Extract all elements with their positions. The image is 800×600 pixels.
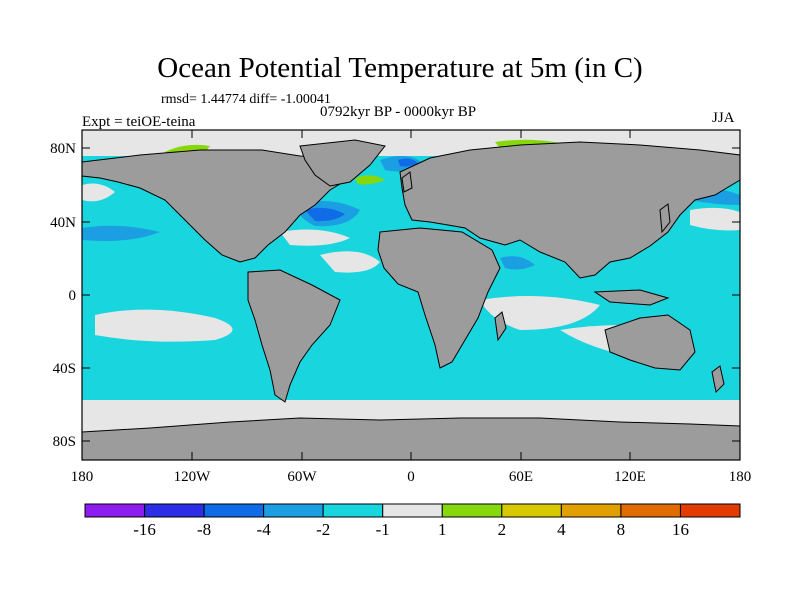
colorbar-box [84,503,146,518]
colorbar-box [560,503,622,518]
british-isles [401,171,413,193]
experiment-label: Expt = teiOE-teina [82,114,196,130]
colorbar-box [679,503,741,518]
colorbar-label: 1 [438,520,447,539]
australia [604,314,696,371]
lon-tick-label: 60E [509,469,533,485]
colorbar-box [620,503,681,518]
colorbar-label: -8 [197,520,211,539]
lat-tick-label: 40S [53,361,76,377]
madagascar [494,311,507,342]
colorbar-label: 16 [672,520,689,539]
landmass-group [81,139,741,461]
map-title: Ocean Potential Temperature at 5m (in C) [157,52,643,84]
lon-tick-label: 180 [71,469,94,485]
colorbar-label: -4 [257,520,272,539]
colorbar-box [441,503,503,518]
colorbar-label: -2 [316,520,330,539]
africa [377,227,501,369]
map-panel: 80N 40N 0 40S 80S 180 120W 60W 0 60E 120… [50,129,752,485]
greenland [299,139,386,187]
lon-tick-label: 120W [174,469,212,485]
colorbar-box [144,503,205,518]
tick-marks [81,130,741,460]
north-america [81,149,361,263]
indonesia [593,289,670,306]
season-label: JJA [712,110,735,126]
period-label: 0792kyr BP - 0000kyr BP [320,104,477,120]
new-zealand [711,365,725,394]
stats-label: rmsd= 1.44774 diff= -1.00041 [161,92,331,107]
colorbar-box [263,503,324,518]
colorbar-label: -1 [376,520,390,539]
colorbar-box [322,503,384,518]
lon-tick-labels: 180 120W 60W 0 60E 120E 180 [71,469,752,485]
lat-tick-label: 80N [50,141,76,157]
lon-tick-label: 120E [614,469,646,485]
lon-tick-label: 60W [287,469,317,485]
lat-tick-label: 0 [69,288,77,304]
lat-tick-label: 80S [53,434,76,450]
colorbar-box [203,503,265,518]
lat-tick-label: 40N [50,215,76,231]
colorbar-labels: -16 -8 -4 -2 -1 1 2 4 8 16 [133,520,689,539]
eurasia [399,141,741,279]
colorbar-label: 4 [557,520,566,539]
japan [659,203,671,234]
strong-negative-zones [305,158,418,222]
lat-tick-labels: 80N 40N 0 40S 80S [50,141,76,450]
colorbar-label: -16 [133,520,156,539]
colorbar-label: 8 [617,520,626,539]
colorbar-boxes [84,503,741,518]
south-america [247,269,341,403]
colorbar: -16 -8 -4 -2 -1 1 2 4 8 16 [84,503,741,539]
colorbar-box [501,503,562,518]
colorbar-box [382,503,443,518]
colorbar-label: 2 [498,520,507,539]
lon-tick-label: 0 [407,469,415,485]
lon-tick-label: 180 [729,469,752,485]
